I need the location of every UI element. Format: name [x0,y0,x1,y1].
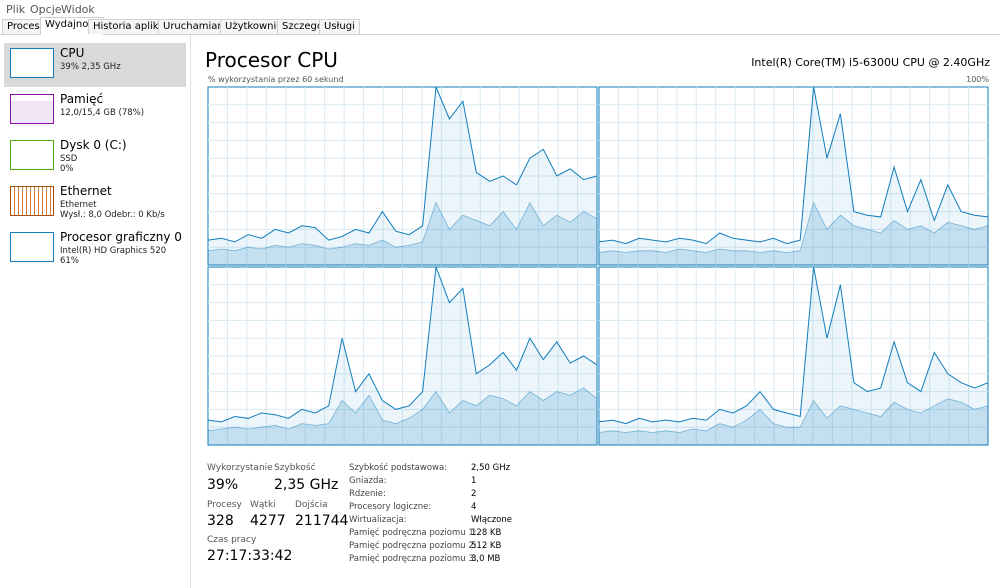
detail-value: 3,0 MB [471,554,501,564]
menu-bar: Plik Opcje Widok [0,0,1000,18]
sidebar-item[interactable]: Procesor graficzny 0 Intel(R) HD Graphics… [4,227,186,271]
detail-label: Pamięć podręczna poziomu 3: [349,554,477,564]
detail-value: Włączone [471,515,512,525]
item-detail: 61% [60,256,79,266]
cpu-name: Intel(R) Core(TM) i5-6300U CPU @ 2.40GHz [751,56,990,69]
sidebar-item[interactable]: CPU 39% 2,35 GHz [4,43,186,87]
thumbnail [10,232,54,262]
stat-label: Szybkość [274,463,316,473]
item-title: CPU [60,46,85,60]
kernel-area [207,201,598,266]
detail-value: 2,50 GHz [471,463,511,473]
item-detail: 0% [60,164,74,174]
item-title: Pamięć [60,92,104,106]
graph-caption: % wykorzystania przez 60 sekund [208,75,344,84]
item-title: Procesor graficzny 0 [60,230,182,244]
menu-item[interactable]: Widok [61,3,95,16]
stat-value: 4277 [250,513,286,529]
detail-value: 512 KB [471,541,502,551]
page-title: Procesor CPU [205,48,338,72]
stat-label: Dojścia [295,500,328,510]
stat-label: Wątki [250,500,276,510]
detail-value: 4 [471,502,477,512]
utilization-line [207,266,598,423]
detail-value: 128 KB [471,528,502,538]
item-detail: SSD [60,154,78,164]
item-detail: Intel(R) HD Graphics 520 [60,246,167,256]
detail-label: Szybkość podstawowa: [349,463,448,473]
stat-value: 211744 [295,513,349,529]
utilization-area [208,267,597,445]
item-title: Dysk 0 (C:) [60,138,127,152]
detail-label: Procesory logiczne: [349,502,432,512]
stat-value: 39% [207,477,239,493]
item-detail: 39% 2,35 GHz [60,62,121,72]
stat-label: Wykorzystanie [207,463,273,473]
menu-item[interactable]: Opcje [30,3,62,16]
graph-max: 100% [966,75,989,84]
detail-label: Gniazda: [349,476,387,486]
item-detail: Wysł.: 8,0 Odebr.: 0 Kb/s [60,210,165,220]
thumbnail [10,48,54,78]
utilization-area [208,87,597,265]
utilization-line [598,86,989,245]
thumbnail [10,94,54,124]
detail-value: 1 [471,476,477,486]
detail-value: 2 [471,489,477,499]
tab[interactable]: Usługi [319,19,360,34]
tab-bar: Procesy Wydajność Historia aplikacji Urucha… [0,17,1000,35]
thumbnail [10,140,54,170]
item-title: Ethernet [60,184,112,198]
item-detail: 12,0/15,4 GB (78%) [60,108,145,118]
sidebar-item[interactable]: Dysk 0 (C:) SSD 0% [4,135,186,179]
kernel-area [598,201,989,266]
menu-item[interactable]: Plik [6,3,26,16]
detail-label: Pamięć podręczna poziomu 1: [349,528,477,538]
stat-label: Procesy [207,500,242,510]
stat-value: 27:17:33:42 [207,548,293,564]
stat-value: 2,35 GHz [274,477,339,493]
detail-label: Pamięć podręczna poziomu 2: [349,541,477,551]
kernel-area [598,398,989,446]
sidebar-item[interactable]: Ethernet Ethernet Wysł.: 8,0 Odebr.: 0 Kb/… [4,181,186,225]
sidebar-item[interactable]: Pamięć 12,0/15,4 GB (78%) [4,89,186,133]
stat-value: 328 [207,513,234,529]
stat-label: Czas pracy [207,535,257,545]
kernel-area [207,387,598,446]
utilization-line [598,266,989,425]
utilization-line [207,86,598,243]
utilization-area [599,87,988,265]
detail-label: Rdzenie: [349,489,386,499]
thumbnail [10,186,54,216]
detail-label: Wirtualizacja: [349,515,407,525]
item-detail: Ethernet [60,200,97,210]
utilization-area [599,267,988,445]
sidebar: CPU 39% 2,35 GHz Pamięć 12,0/15,4 GB (78%) D… [0,35,191,588]
